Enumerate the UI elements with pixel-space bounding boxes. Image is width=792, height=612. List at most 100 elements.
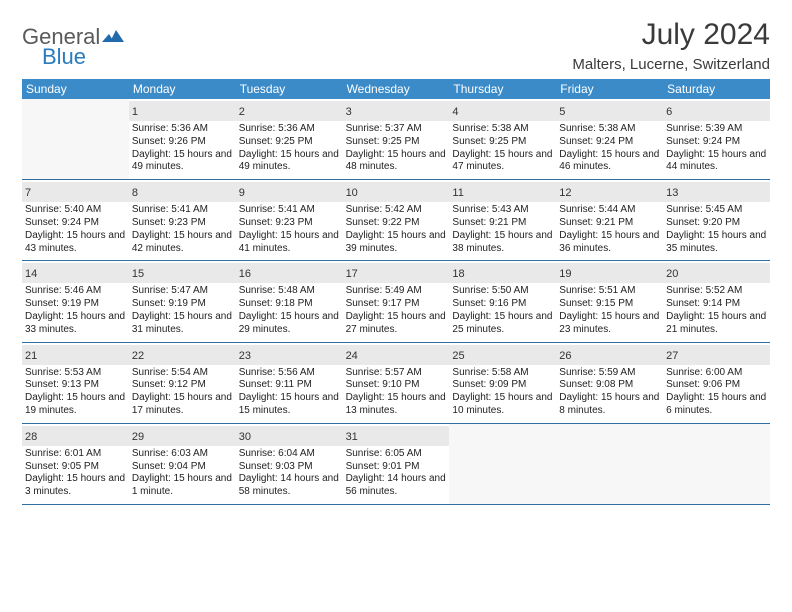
daynum-row: 23 [236, 345, 343, 365]
daylight-line: Daylight: 15 hours and 23 minutes. [559, 311, 660, 337]
daynum-row: 12 [556, 182, 663, 202]
dayhead-wed: Wednesday [343, 79, 450, 99]
calendar-cell: 1Sunrise: 5:36 AMSunset: 9:26 PMDaylight… [129, 99, 236, 179]
day-info: Sunrise: 5:41 AMSunset: 9:23 PMDaylight:… [132, 204, 233, 255]
day-info: Sunrise: 5:57 AMSunset: 9:10 PMDaylight:… [346, 367, 447, 418]
sunset-line: Sunset: 9:20 PM [666, 217, 767, 230]
day-info: Sunrise: 5:41 AMSunset: 9:23 PMDaylight:… [239, 204, 340, 255]
daynum-row: 24 [343, 345, 450, 365]
daynum-row: 3 [343, 101, 450, 121]
daylight-line: Daylight: 15 hours and 21 minutes. [666, 311, 767, 337]
sunrise-line: Sunrise: 5:51 AM [559, 285, 660, 298]
daynum-row: 10 [343, 182, 450, 202]
calendar-week-row: 28Sunrise: 6:01 AMSunset: 9:05 PMDayligh… [22, 424, 770, 505]
day-number: 8 [132, 187, 138, 199]
sunset-line: Sunset: 9:19 PM [25, 298, 126, 311]
sunrise-line: Sunrise: 5:57 AM [346, 367, 447, 380]
dayhead-sun: Sunday [22, 79, 129, 99]
daylight-line: Daylight: 15 hours and 49 minutes. [239, 149, 340, 175]
calendar-cell [449, 424, 556, 504]
daylight-line: Daylight: 15 hours and 29 minutes. [239, 311, 340, 337]
sunrise-line: Sunrise: 5:42 AM [346, 204, 447, 217]
daylight-line: Daylight: 15 hours and 36 minutes. [559, 230, 660, 256]
calendar-cell: 26Sunrise: 5:59 AMSunset: 9:08 PMDayligh… [556, 343, 663, 423]
sunset-line: Sunset: 9:22 PM [346, 217, 447, 230]
daynum-row: 15 [129, 263, 236, 283]
sunset-line: Sunset: 9:15 PM [559, 298, 660, 311]
daynum-row: 22 [129, 345, 236, 365]
sunrise-line: Sunrise: 5:38 AM [452, 123, 553, 136]
sunset-line: Sunset: 9:24 PM [666, 136, 767, 149]
day-info: Sunrise: 5:43 AMSunset: 9:21 PMDaylight:… [452, 204, 553, 255]
day-number: 12 [559, 187, 571, 199]
day-info: Sunrise: 5:37 AMSunset: 9:25 PMDaylight:… [346, 123, 447, 174]
sunset-line: Sunset: 9:14 PM [666, 298, 767, 311]
day-info: Sunrise: 6:04 AMSunset: 9:03 PMDaylight:… [239, 448, 340, 499]
daylight-line: Daylight: 14 hours and 56 minutes. [346, 473, 447, 499]
daylight-line: Daylight: 15 hours and 25 minutes. [452, 311, 553, 337]
calendar-cell: 20Sunrise: 5:52 AMSunset: 9:14 PMDayligh… [663, 261, 770, 341]
daynum-row: 14 [22, 263, 129, 283]
calendar-cell: 19 Sunrise: 5:51 AMSunset: 9:15 PMDayligh… [556, 261, 663, 341]
day-number: 1 [132, 106, 138, 118]
daylight-line: Daylight: 15 hours and 17 minutes. [132, 392, 233, 418]
daynum-row: 11 [449, 182, 556, 202]
sunrise-line: Sunrise: 5:47 AM [132, 285, 233, 298]
day-info: Sunrise: 5:54 AMSunset: 9:12 PMDaylight:… [132, 367, 233, 418]
sunset-line: Sunset: 9:24 PM [559, 136, 660, 149]
calendar-cell: 14Sunrise: 5:46 AMSunset: 9:19 PMDayligh… [22, 261, 129, 341]
day-number: 10 [346, 187, 358, 199]
daynum-row: 30 [236, 426, 343, 446]
day-info: Sunrise: 5:45 AMSunset: 9:20 PMDaylight:… [666, 204, 767, 255]
day-info: Sunrise: 5:49 AMSunset: 9:17 PMDaylight:… [346, 285, 447, 336]
daylight-line: Daylight: 15 hours and 15 minutes. [239, 392, 340, 418]
day-number: 2 [239, 106, 245, 118]
sunrise-line: Sunrise: 6:05 AM [346, 448, 447, 461]
day-number: 25 [452, 350, 464, 362]
daynum-row: 19 [556, 263, 663, 283]
daylight-line: Daylight: 15 hours and 33 minutes. [25, 311, 126, 337]
calendar-cell: 9 Sunrise: 5:41 AMSunset: 9:23 PMDaylight… [236, 180, 343, 260]
sunset-line: Sunset: 9:25 PM [239, 136, 340, 149]
daynum-row: 8 [129, 182, 236, 202]
sunset-line: Sunset: 9:25 PM [452, 136, 553, 149]
day-number: 19 [559, 268, 571, 280]
daynum-row: 2 [236, 101, 343, 121]
day-info: Sunrise: 5:36 AMSunset: 9:25 PMDaylight:… [239, 123, 340, 174]
calendar-cell: 21Sunrise: 5:53 AMSunset: 9:13 PMDayligh… [22, 343, 129, 423]
day-number: 16 [239, 268, 251, 280]
day-number: 31 [346, 431, 358, 443]
daylight-line: Daylight: 15 hours and 49 minutes. [132, 149, 233, 175]
calendar-week-row: 21Sunrise: 5:53 AMSunset: 9:13 PMDayligh… [22, 343, 770, 424]
day-info: Sunrise: 5:44 AMSunset: 9:21 PMDaylight:… [559, 204, 660, 255]
daynum-row: 28 [22, 426, 129, 446]
calendar-cell: 29Sunrise: 6:03 AMSunset: 9:04 PMDayligh… [129, 424, 236, 504]
sunrise-line: Sunrise: 6:01 AM [25, 448, 126, 461]
sunset-line: Sunset: 9:03 PM [239, 461, 340, 474]
logo: General Blue [22, 24, 124, 70]
daylight-line: Daylight: 15 hours and 3 minutes. [25, 473, 126, 499]
day-info: Sunrise: 5:47 AMSunset: 9:19 PMDaylight:… [132, 285, 233, 336]
daynum-row: 21 [22, 345, 129, 365]
sunrise-line: Sunrise: 5:39 AM [666, 123, 767, 136]
daynum-row: 9 [236, 182, 343, 202]
day-number: 21 [25, 350, 37, 362]
daynum-row: 4 [449, 101, 556, 121]
day-info: Sunrise: 5:58 AMSunset: 9:09 PMDaylight:… [452, 367, 553, 418]
sunrise-line: Sunrise: 6:03 AM [132, 448, 233, 461]
sunrise-line: Sunrise: 5:50 AM [452, 285, 553, 298]
sunrise-line: Sunrise: 5:41 AM [132, 204, 233, 217]
daynum-row: 26 [556, 345, 663, 365]
daylight-line: Daylight: 14 hours and 58 minutes. [239, 473, 340, 499]
sunset-line: Sunset: 9:09 PM [452, 379, 553, 392]
sunrise-line: Sunrise: 5:43 AM [452, 204, 553, 217]
day-number: 26 [559, 350, 571, 362]
dayhead-mon: Monday [129, 79, 236, 99]
header: General Blue July 2024 Malters, Lucerne,… [22, 18, 770, 73]
day-number: 6 [666, 106, 672, 118]
day-number: 9 [239, 187, 245, 199]
day-info: Sunrise: 6:03 AMSunset: 9:04 PMDaylight:… [132, 448, 233, 499]
daynum-row: 7 [22, 182, 129, 202]
day-number: 4 [452, 106, 458, 118]
calendar-cell: 27Sunrise: 6:00 AMSunset: 9:06 PMDayligh… [663, 343, 770, 423]
